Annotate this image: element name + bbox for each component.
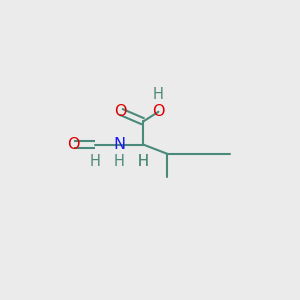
Text: O: O (115, 104, 127, 119)
Text: H: H (90, 154, 101, 169)
Text: H: H (138, 154, 149, 169)
Text: H: H (153, 87, 164, 102)
Text: O: O (67, 137, 80, 152)
Text: H: H (138, 154, 149, 169)
Text: N: N (113, 137, 125, 152)
Text: O: O (152, 104, 165, 119)
Text: H: H (114, 154, 125, 169)
